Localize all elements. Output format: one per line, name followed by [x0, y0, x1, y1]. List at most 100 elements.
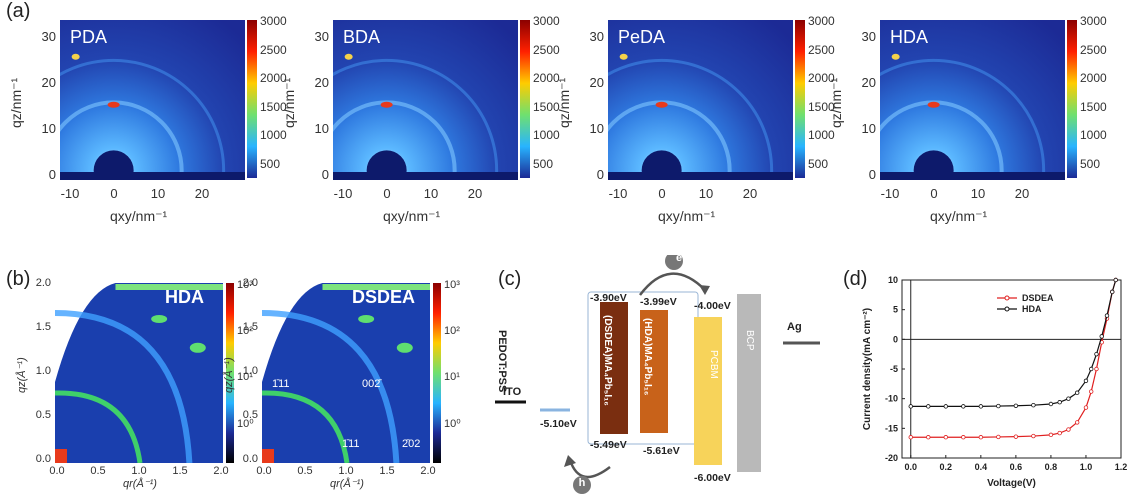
data-point-dsdea [926, 435, 931, 440]
miller-index-label: 1̄11 [272, 378, 290, 390]
data-point-hda [1074, 390, 1080, 395]
x-axis-label: qxy/nm⁻¹ [930, 208, 988, 224]
hole-badge [573, 476, 591, 494]
colorbar-tick: 3000 [533, 14, 560, 28]
hda-bar [640, 310, 668, 433]
data-point-hda [996, 403, 1001, 409]
x-tick: 1.5 [379, 465, 395, 477]
y-tick: 0.0 [242, 453, 258, 465]
data-point-dsdea [1083, 405, 1089, 410]
giwaxs-map [262, 283, 430, 463]
data-point-dsdea [943, 435, 948, 440]
x-tick: 0.0 [49, 465, 65, 477]
data-point-hda [926, 404, 931, 409]
x-tick: 2.0 [420, 465, 436, 477]
x-tick: 0 [110, 186, 118, 201]
x-tick: 10 [150, 186, 166, 201]
colorbar-tick: 10¹ [237, 371, 253, 383]
ag-label: Ag [787, 321, 802, 333]
y-tick: 0 [48, 167, 56, 182]
data-point-hda [943, 404, 948, 409]
electron-label: e [675, 252, 683, 264]
y-tick: 2.0 [35, 277, 51, 289]
y-tick: 1.0 [35, 365, 51, 377]
data-point-dsdea [908, 435, 913, 440]
x-tick-label: 1.0 [1080, 462, 1093, 472]
pedot-label: PEDOT:PSS [496, 330, 508, 393]
x-tick: -10 [333, 186, 353, 201]
data-point-dsdea [961, 435, 966, 440]
pedot-energy: -5.10eV [540, 418, 577, 430]
data-point-dsdea [1048, 432, 1054, 438]
y-tick: 0 [596, 167, 604, 182]
plot-frame [901, 279, 1122, 459]
colorbar-tick: 3000 [1080, 14, 1107, 28]
colorbar-tick: 10² [444, 325, 460, 337]
x-tick: 1.0 [131, 465, 147, 477]
miller-index-label: 2̄02 [402, 438, 421, 450]
colorbar-tick: 10⁰ [237, 418, 254, 430]
data-point-dsdea [1094, 366, 1099, 372]
legend-marker [1004, 306, 1010, 312]
giwaxs-map [55, 283, 223, 463]
colorbar [795, 20, 805, 178]
y-tick: 20 [589, 75, 604, 90]
data-point-hda [1083, 378, 1089, 384]
electron-arrow [639, 272, 706, 296]
colorbar-tick: 1500 [260, 99, 287, 114]
hda-bar-label: (HDA)MA₄Pb₅I₁₆ [642, 318, 653, 396]
data-point-hda [1094, 351, 1099, 357]
y-tick-label: 10 [888, 275, 898, 285]
data-point-dsdea [1074, 420, 1080, 425]
y-tick: 1.0 [242, 365, 258, 377]
data-point-dsdea [996, 434, 1001, 440]
colorbar-tick: 10¹ [444, 371, 460, 383]
colorbar-tick: 2500 [533, 42, 560, 57]
colorbar [433, 283, 441, 463]
x-tick: 0.0 [256, 465, 272, 477]
colorbar [226, 283, 234, 463]
y-tick: 30 [861, 29, 876, 44]
hda-bottom-energy: -5.61eV [643, 445, 680, 457]
y-tick: 0 [321, 167, 329, 182]
dsdea-bottom-energy: -5.49eV [590, 439, 627, 451]
x-tick: 1.5 [172, 465, 188, 477]
y-tick: 0.0 [35, 453, 51, 465]
y-tick: 20 [861, 75, 876, 90]
jv-curve-chart: 10 5 0 -5 -10 -15 -20 0.0 0.2 0.4 0.6 0.8 1.0 1.2 Volt… [862, 275, 1127, 489]
y-tick: 1.5 [242, 321, 258, 333]
colorbar-tick: 1000 [533, 128, 560, 143]
x-axis-label: qxy/nm⁻¹ [658, 208, 716, 224]
data-point-dsdea [978, 435, 984, 440]
map-title: HDA [890, 27, 929, 47]
colorbar-tick: 500 [808, 157, 829, 171]
giwaxs-map [880, 20, 1065, 180]
pcbm-bar [694, 317, 722, 465]
panel-c-label: (c) [498, 268, 522, 290]
y-tick-label: -20 [885, 453, 898, 463]
panel-d-label: (d) [843, 268, 868, 290]
data-point-hda [1066, 396, 1071, 401]
map-title: PeDA [618, 27, 666, 47]
y-tick: 30 [314, 29, 329, 44]
bcp-bar-label: BCP [744, 330, 755, 351]
y-tick-label: -5 [890, 364, 898, 374]
giwaxs-map [60, 20, 245, 180]
data-point-hda [908, 404, 913, 409]
y-tick: 0 [868, 167, 876, 182]
colorbar-tick: 1500 [1080, 99, 1107, 114]
x-tick-label: 1.2 [1115, 462, 1127, 472]
miller-index-label: 1̄11 [342, 438, 360, 450]
colorbar [520, 20, 530, 178]
data-point-hda [1113, 277, 1118, 283]
y-axis-label: qz/nm⁻¹ [556, 77, 572, 128]
x-axis-label: qr(Å⁻¹) [123, 478, 157, 490]
x-tick: 0 [383, 186, 391, 201]
panel-a-label: (a) [6, 0, 31, 22]
x-tick: 2.0 [213, 465, 229, 477]
x-tick: 0.5 [90, 465, 106, 477]
y-tick-label: 0 [893, 334, 898, 344]
data-point-hda [961, 404, 966, 409]
colorbar [247, 20, 257, 178]
y-tick-label: -15 [885, 423, 898, 433]
